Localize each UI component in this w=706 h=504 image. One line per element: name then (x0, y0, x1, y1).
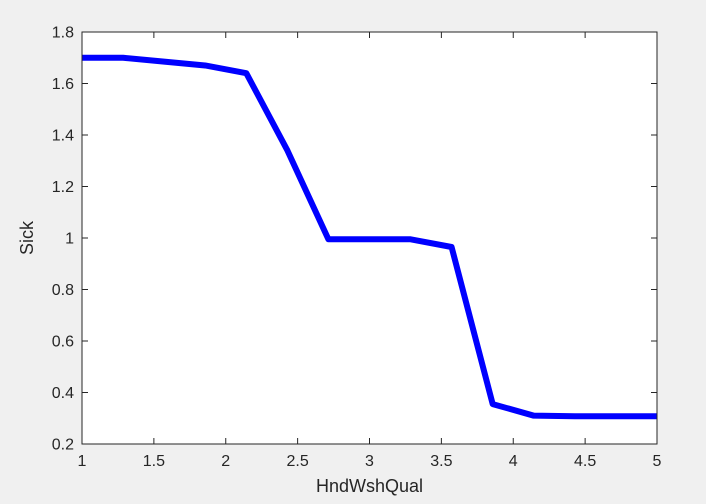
y-tick-label: 1.2 (52, 179, 74, 196)
x-tick-label: 2.5 (287, 453, 309, 470)
x-tick-label: 5 (653, 453, 662, 470)
x-tick-label: 1.5 (143, 453, 165, 470)
y-tick-label: 0.6 (52, 334, 74, 351)
y-axis-label: Sick (17, 220, 37, 255)
series-line-0 (82, 54, 657, 420)
y-tick-label: 0.4 (52, 385, 74, 402)
y-tick-label: 0.8 (52, 282, 74, 299)
y-tick-label: 1.8 (52, 25, 74, 42)
y-tick-label: 1.6 (52, 76, 74, 93)
x-tick-label: 1 (78, 453, 87, 470)
y-tick-labels: 0.2 0.4 0.6 0.8 1 1.2 1.4 1.6 1.8 (52, 25, 74, 454)
x-tick-label: 4.5 (574, 453, 596, 470)
x-tick-label: 3 (365, 453, 374, 470)
x-tick-label: 4 (509, 453, 518, 470)
y-tick-label: 0.2 (52, 437, 74, 454)
y-tick-label: 1 (65, 231, 74, 248)
x-tick-label: 3.5 (430, 453, 452, 470)
x-axis-label: HndWshQual (316, 476, 423, 496)
y-tick-label: 1.4 (52, 128, 74, 145)
series-layer (82, 54, 657, 420)
x-tick-labels: 1 1.5 2 2.5 3 3.5 4 4.5 5 (78, 453, 662, 470)
axes-box (81, 31, 658, 445)
x-tick-label: 2 (221, 453, 230, 470)
